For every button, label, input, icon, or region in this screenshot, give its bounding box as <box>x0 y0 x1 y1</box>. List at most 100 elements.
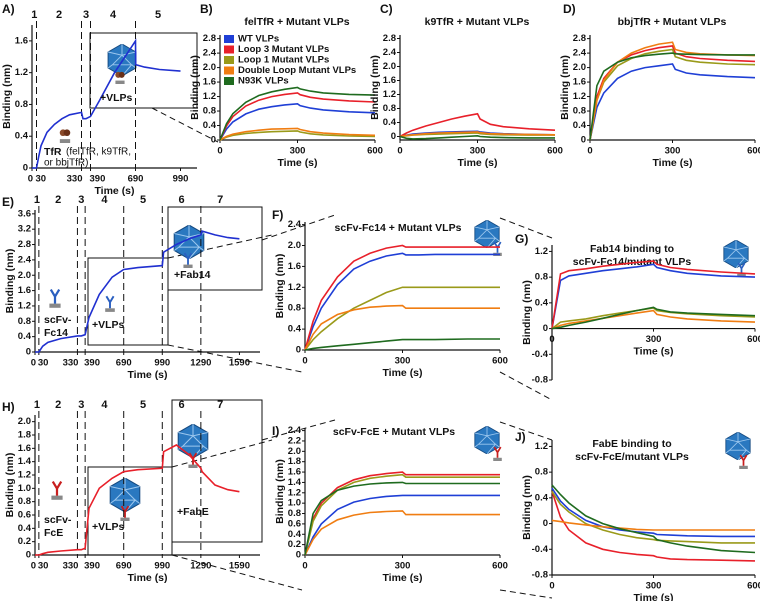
zoom-box <box>167 206 263 291</box>
legend-swatch <box>224 45 234 54</box>
y-tick-label: 1.2 <box>573 91 586 102</box>
annotation: (felTfR, k9TfR, <box>66 147 131 158</box>
y-tick-label: -0.8 <box>532 570 548 581</box>
segment-label: 2 <box>55 194 61 206</box>
y-tick-label: 1.2 <box>15 67 28 78</box>
x-tick-label: 600 <box>547 146 563 157</box>
x-tick-label: 0 <box>587 146 592 157</box>
receptor-icon <box>50 480 64 500</box>
x-tick-label: 330 <box>67 174 83 185</box>
annotation: FcE <box>44 527 63 539</box>
y-tick-label: 0.4 <box>15 131 29 142</box>
series-line <box>304 338 500 351</box>
segment-label: 4 <box>101 399 108 411</box>
series-line <box>304 252 500 351</box>
y-tick-label: 2.0 <box>573 62 586 73</box>
segment-label: 7 <box>217 194 223 206</box>
x-axis-label: Time (s) <box>652 157 692 169</box>
x-tick-label: 0 <box>31 358 36 369</box>
series-line <box>35 230 240 353</box>
x-tick-label: 600 <box>747 334 760 345</box>
segment-label: 3 <box>83 9 89 21</box>
x-tick-label: 330 <box>63 561 79 572</box>
y-tick-label: -0.8 <box>532 375 548 386</box>
annotation: +VLPs <box>92 521 125 533</box>
legend-label: Loop 1 Mutant VLPs <box>238 55 329 66</box>
y-tick-label: 0.8 <box>288 508 301 519</box>
zoom-line <box>151 107 219 143</box>
series-line <box>589 41 756 141</box>
annotation: +VLPs <box>92 319 125 331</box>
y-tick-label: 1.2 <box>288 282 301 293</box>
panel-label: G) <box>515 232 528 246</box>
zoom-box <box>87 466 173 556</box>
x-axis-label: Time (s) <box>633 592 673 601</box>
zoom-line <box>261 419 336 441</box>
x-axis-label: Time (s) <box>633 345 673 357</box>
y-tick-label: 0.8 <box>203 106 216 117</box>
receptor-icon <box>115 71 125 84</box>
x-axis-label: Time (s) <box>94 185 134 197</box>
x-tick-label: 300 <box>665 146 681 157</box>
y-axis-label: Binding (nm) <box>369 55 381 120</box>
series-line <box>551 484 756 554</box>
panel-label: A) <box>2 2 15 16</box>
x-axis-label: Time (s) <box>127 369 167 381</box>
y-tick-label: 1.8 <box>288 456 301 467</box>
series-line <box>304 471 500 556</box>
x-tick-label: 600 <box>747 146 760 157</box>
x-tick-label: 390 <box>84 358 100 369</box>
series-line <box>219 102 376 141</box>
x-tick-label: 690 <box>128 174 144 185</box>
y-tick-label: 1.6 <box>203 77 216 88</box>
y-tick-label: 0 <box>211 135 216 146</box>
y-tick-label: 0 <box>581 135 586 146</box>
y-axis-label: Binding (nm) <box>1 64 13 129</box>
annotation: +Fab14 <box>174 269 211 281</box>
y-tick-label: -0.4 <box>532 544 549 555</box>
y-tick-label: 0 <box>23 163 28 174</box>
zoom-line <box>167 344 303 373</box>
panel-label: B) <box>200 2 213 16</box>
y-tick-label: 2.0 <box>18 416 31 427</box>
y-tick-label: -0.4 <box>532 349 549 360</box>
annotation: TfR <box>44 146 62 158</box>
y-tick-label: 0 <box>26 550 31 561</box>
vlp-icon <box>109 478 141 512</box>
x-tick-label: 0 <box>217 146 222 157</box>
y-tick-label: 0.4 <box>288 324 302 335</box>
zoom-line <box>171 439 273 468</box>
y-tick-label: 0.8 <box>288 303 301 314</box>
y-tick-label: 2.4 <box>288 425 302 436</box>
segment-label: 4 <box>101 194 108 206</box>
y-tick-label: 3.6 <box>18 208 31 219</box>
y-tick-label: 1.2 <box>535 246 548 257</box>
series-line <box>399 131 556 138</box>
series-line <box>219 86 376 141</box>
segment-label: 5 <box>155 9 161 21</box>
y-tick-label: 1.6 <box>573 77 586 88</box>
x-tick-label: 1590 <box>229 561 250 572</box>
legend-swatch <box>224 66 234 75</box>
x-tick-label: 990 <box>154 561 170 572</box>
zoom-line <box>499 589 553 599</box>
x-tick-label: 690 <box>116 358 132 369</box>
x-tick-label: 300 <box>395 561 411 572</box>
segment-label: 5 <box>140 399 146 411</box>
y-tick-label: 2.4 <box>203 48 217 59</box>
y-tick-label: 1.0 <box>288 498 301 509</box>
x-tick-label: 300 <box>395 356 411 367</box>
y-tick-label: 1.2 <box>535 441 548 452</box>
segment-label: 5 <box>140 194 146 206</box>
y-tick-label: 1.6 <box>18 285 31 296</box>
layout <box>87 32 553 599</box>
y-tick-label: 1.8 <box>18 430 31 441</box>
y-tick-label: 0.4 <box>573 120 587 131</box>
zoom-line <box>499 421 553 441</box>
x-tick-label: 1590 <box>229 358 250 369</box>
x-tick-label: 600 <box>492 561 508 572</box>
y-axis-label: Binding (nm) <box>4 249 16 314</box>
series-line <box>304 286 500 351</box>
x-tick-label: 330 <box>63 358 79 369</box>
